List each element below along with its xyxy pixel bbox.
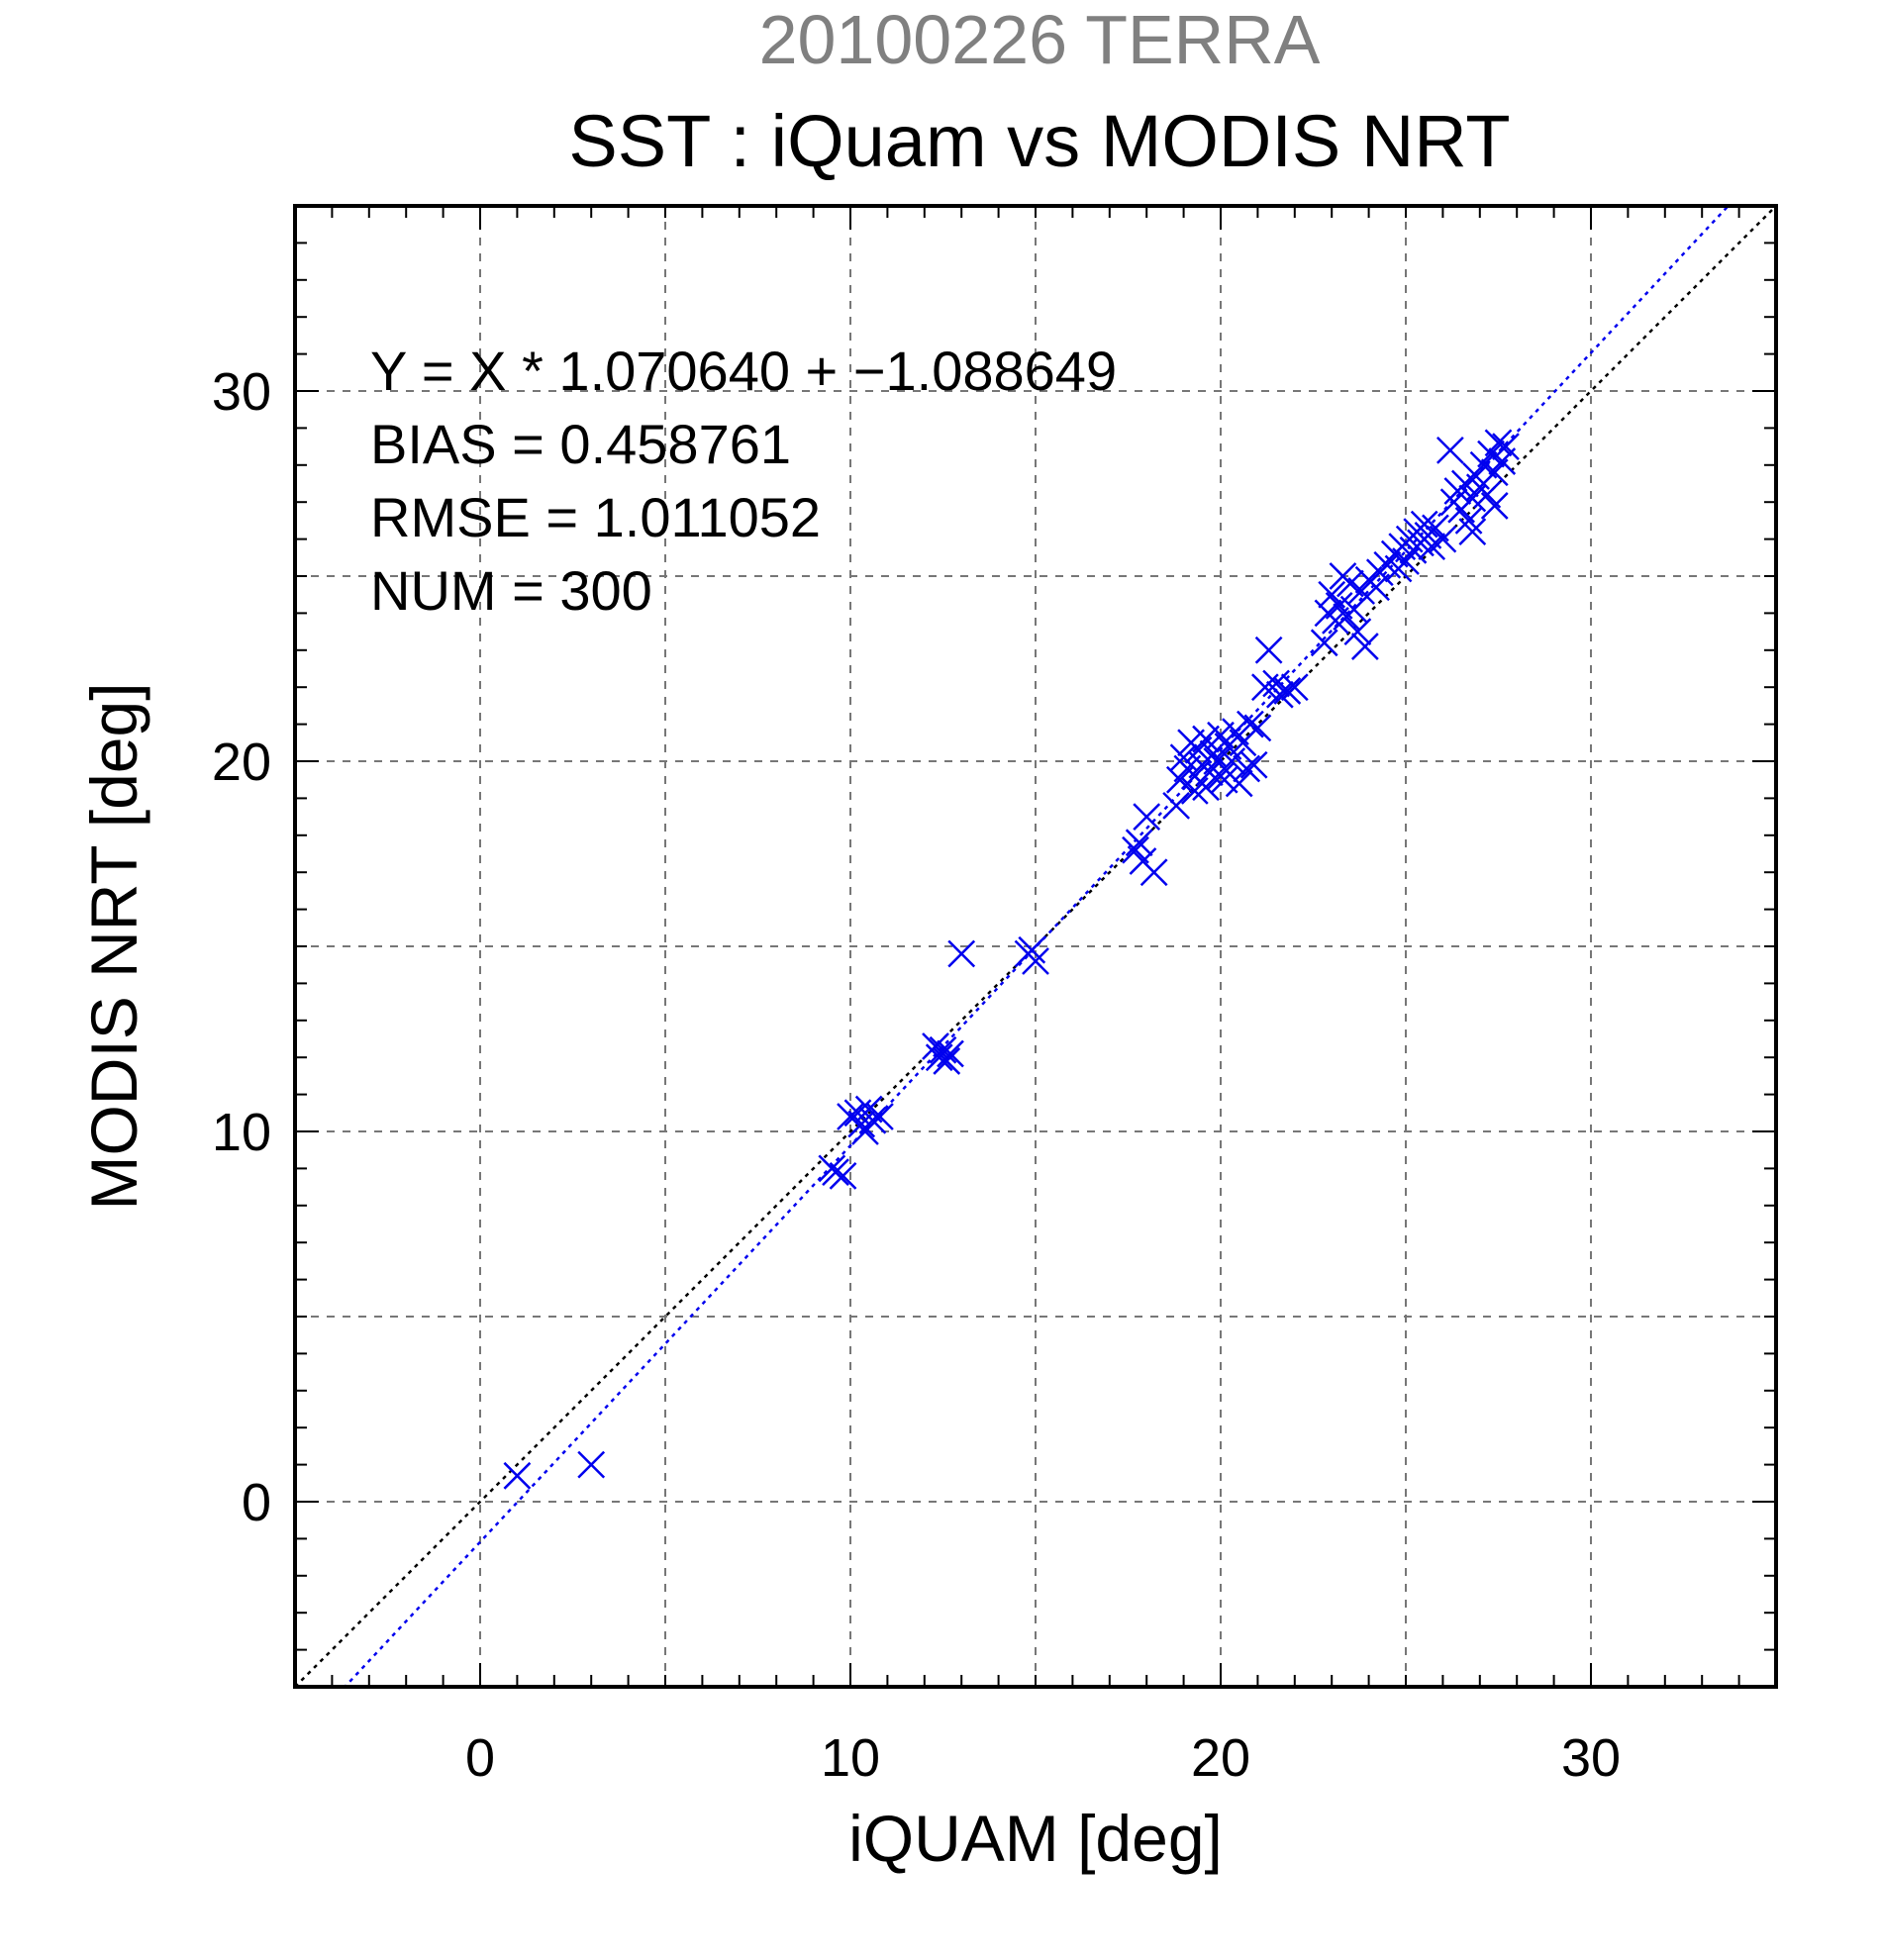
data-point [1192,773,1220,802]
data-point [1265,680,1294,709]
num-stat: NUM = 300 [370,559,652,622]
data-point [933,1047,961,1075]
data-point [1199,739,1228,768]
data-point [1350,633,1379,660]
data-point [503,1461,532,1490]
data-point [1225,769,1253,798]
y-axis-label: MODIS NRT [deg] [77,682,150,1210]
y-tick-label: 10 [212,1103,271,1162]
data-point [1218,747,1246,775]
data-point [822,1158,849,1187]
y-tick-labels: 0 10 20 30 [212,362,271,1532]
data-point [1492,433,1520,460]
data-point [1237,710,1264,738]
data-point [1339,595,1368,624]
chart-supertitle: 20100226 TERRA [759,1,1321,78]
data-point [929,1035,957,1064]
y-tick-label: 30 [212,362,271,422]
data-point [925,1043,953,1072]
data-point [843,1099,872,1127]
data-point [1280,673,1309,702]
data-point [1133,803,1161,831]
data-point [1125,829,1153,857]
y-tick-label: 20 [212,733,271,792]
data-point [947,939,976,968]
data-point [1022,947,1049,975]
data-point [1207,762,1235,790]
regression-equation: Y = X * 1.070640 + −1.088649 [370,340,1117,402]
data-point [1243,714,1272,742]
data-point [1458,518,1487,546]
data-point [1139,858,1168,887]
data-point [937,1039,964,1068]
data-point [577,1450,606,1479]
data-point [1310,629,1338,657]
data-point [1239,750,1268,779]
data-point [1162,791,1191,820]
data-point [1018,935,1046,964]
plot-frame [293,204,1778,1689]
data-point [847,1110,876,1138]
identity-line [295,206,1776,1687]
data-point [1429,525,1457,553]
reference-lines [295,206,1776,1687]
data-point [1480,492,1509,520]
data-point [1410,510,1438,539]
data-point [1436,436,1464,464]
major-ticks [295,206,1776,1687]
data-point [1273,677,1302,705]
x-tick-label: 30 [1561,1728,1621,1788]
data-point [1343,618,1372,645]
chart-title: SST : iQuam vs MODIS NRT [568,100,1510,182]
data-point [1233,754,1261,783]
data-point [1169,743,1198,772]
x-tick-label: 10 [821,1728,880,1788]
x-tick-labels: 0 10 20 30 [465,1728,1621,1788]
rmse-stat: RMSE = 1.011052 [370,486,821,548]
stats-box: Y = X * 1.070640 + −1.088649 BIAS = 0.45… [370,340,1117,622]
data-point [922,1032,949,1060]
data-point [1254,636,1283,664]
x-axis-label: iQUAM [deg] [848,1802,1223,1875]
x-tick-label: 0 [465,1728,495,1788]
data-point [1250,673,1279,702]
data-point [851,1118,879,1145]
data-point [1180,777,1209,805]
x-tick-label: 20 [1191,1728,1250,1788]
data-points [503,429,1520,1490]
y-tick-label: 0 [242,1473,271,1532]
data-point [829,1161,857,1190]
data-point [1454,507,1483,535]
bias-stat: BIAS = 0.458761 [370,413,791,475]
data-point [1484,429,1513,457]
